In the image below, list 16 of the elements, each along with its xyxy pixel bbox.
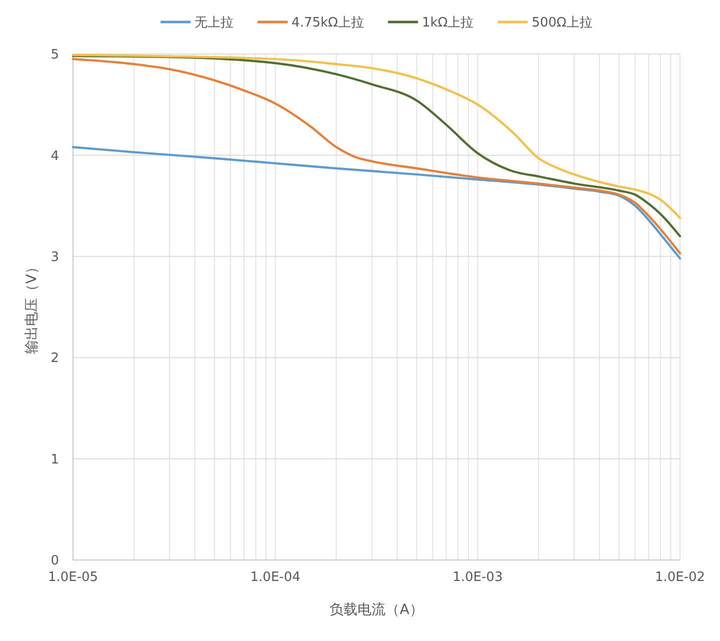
x-tick-label: 1.0E-03 — [452, 570, 503, 585]
x-tick-label: 1.0E-02 — [654, 570, 706, 585]
legend-label: 4.75kΩ上拉 — [292, 16, 364, 31]
x-axis-title: 负载电流（A） — [330, 602, 424, 618]
legend-label: 500Ω上拉 — [532, 16, 592, 31]
legend-label: 1kΩ上拉 — [422, 16, 474, 31]
y-axis-title: 输出电压（V） — [24, 260, 40, 354]
y-tick-label: 0 — [50, 554, 59, 569]
y-tick-label: 1 — [50, 452, 59, 468]
y-tick-label: 5 — [50, 48, 59, 63]
y-tick-label: 4 — [50, 148, 59, 164]
y-tick-label: 3 — [50, 250, 59, 265]
y-tick-label: 2 — [50, 351, 59, 366]
x-tick-label: 1.0E-04 — [250, 570, 300, 585]
legend-label: 无上拉 — [194, 16, 234, 31]
x-tick-label: 1.0E-05 — [48, 570, 98, 585]
